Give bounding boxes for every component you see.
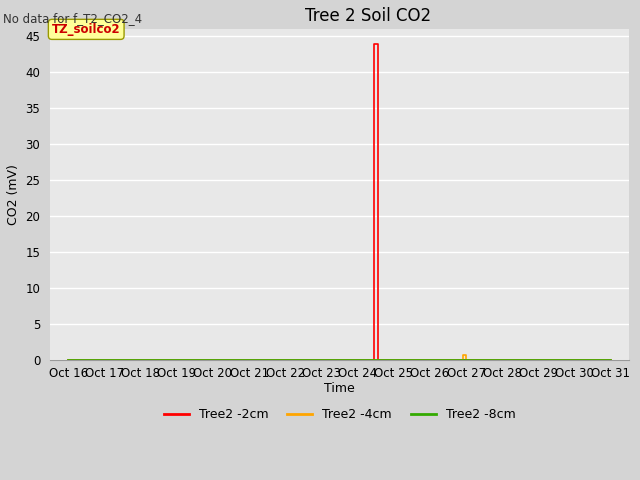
Legend: Tree2 -2cm, Tree2 -4cm, Tree2 -8cm: Tree2 -2cm, Tree2 -4cm, Tree2 -8cm [159,403,520,426]
X-axis label: Time: Time [324,382,355,395]
Text: No data for f_T2_CO2_4: No data for f_T2_CO2_4 [3,12,142,25]
Y-axis label: CO2 (mV): CO2 (mV) [7,164,20,225]
Text: TZ_soilco2: TZ_soilco2 [52,23,120,36]
Title: Tree 2 Soil CO2: Tree 2 Soil CO2 [305,7,431,25]
